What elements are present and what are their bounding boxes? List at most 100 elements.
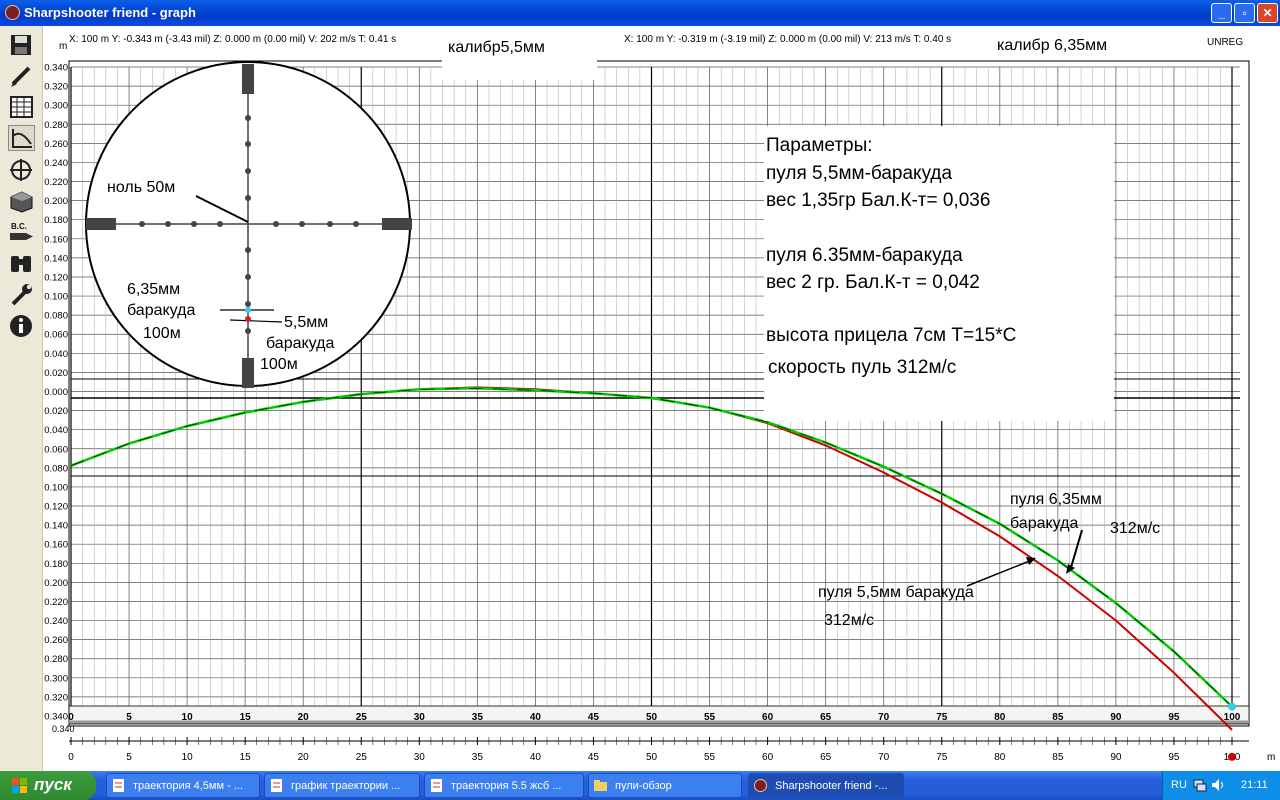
param-line: вес 1,35гр Бал.К-т= 0,036 — [766, 190, 991, 211]
binoculars-icon[interactable] — [8, 250, 35, 276]
x-axis-unit: m — [1267, 752, 1276, 763]
reticle-dot — [245, 168, 251, 174]
impact-point-55 — [245, 316, 251, 322]
unreg-label: UNREG — [1207, 37, 1244, 48]
taskbar-item-active[interactable]: Sharpshooter friend -... — [748, 773, 904, 798]
annotation-arrow-635 — [1069, 529, 1083, 572]
y-tick-label: 0.280 — [44, 654, 68, 665]
series-end-marker-635 — [1228, 702, 1236, 711]
y-tick-label: 0.080 — [44, 463, 68, 474]
y-axis-unit: m — [59, 41, 68, 52]
param-line: пуля 5,5мм-баракуда — [766, 163, 953, 184]
pencil-icon[interactable] — [8, 63, 35, 89]
reticle-55-line1: 5,5мм — [284, 314, 329, 331]
graph-area[interactable]: 0.340 0.320 0.300 0.280 0.260 0.240 0.220 0.200… — [42, 26, 1280, 771]
x-tick-label: 25 — [356, 712, 368, 723]
y-tick-label: 0.180 — [44, 215, 68, 226]
bc-icon[interactable]: B.C. — [8, 219, 35, 245]
x-tick-label: 80 — [994, 752, 1006, 763]
taskbar-item[interactable]: траектория 4,5мм - ... — [106, 773, 260, 798]
annotation-55-line2: 312м/с — [824, 612, 875, 629]
taskbar-item-label: Sharpshooter friend -... — [775, 780, 888, 792]
save-icon[interactable] — [8, 33, 35, 59]
taskbar-item[interactable]: пули-обзор — [588, 773, 742, 798]
series-end-marker-55 — [1228, 752, 1236, 761]
x-tick-label: 15 — [240, 752, 252, 763]
start-label: пуск — [34, 775, 72, 794]
reticle-post-left — [86, 218, 116, 230]
x-tick-label: 85 — [1052, 752, 1064, 763]
y-tick-label: 0.320 — [44, 692, 68, 703]
reticle — [85, 61, 412, 388]
left-toolbar: B.C. — [0, 26, 43, 771]
reticle-dot — [353, 221, 359, 227]
svg-text:B.C.: B.C. — [11, 222, 27, 231]
reticle-635-line2: баракуда — [127, 302, 196, 319]
x-tick-label: 50 — [646, 712, 658, 723]
y-tick-label: 0.020 — [44, 368, 68, 379]
minimize-button[interactable]: _ — [1211, 3, 1232, 23]
x-tick-label: 45 — [588, 752, 600, 763]
annotation-635-line1: пуля 6,35мм — [1010, 491, 1102, 508]
y-tick-label: 0.040 — [44, 425, 68, 436]
crosshair-icon[interactable] — [8, 157, 35, 183]
y-tick-label: 0.140 — [44, 521, 68, 532]
graph-icon[interactable] — [8, 125, 35, 151]
x-tick-label: 25 — [356, 752, 368, 763]
bullet-box-icon[interactable] — [8, 188, 35, 214]
wrench-icon[interactable] — [8, 282, 35, 308]
y-tick-label: 0.000 — [44, 387, 68, 398]
taskbar-item[interactable]: траектория 5.5 жсб ... — [424, 773, 584, 798]
title-bar: Sharpshooter friend - graph _ ▫ ✕ — [0, 0, 1280, 26]
folder-icon — [594, 780, 607, 791]
x-tick-label: 55 — [704, 752, 716, 763]
x-tick-label: 60 — [762, 752, 774, 763]
annotation-635-line3: 312м/с — [1110, 520, 1161, 537]
reticle-post-top — [242, 64, 254, 94]
series-line-dash — [70, 387, 1233, 707]
param-line: скорость пуль 312м/с — [768, 357, 957, 378]
x-tick-label: 95 — [1168, 712, 1180, 723]
x-tick-label: 20 — [298, 712, 310, 723]
y-tick-label: 0.340 — [44, 63, 68, 74]
taskbar-item[interactable]: график траектории ... — [264, 773, 420, 798]
x-tick-label: 90 — [1110, 752, 1122, 763]
x-tick-label: 30 — [414, 752, 426, 763]
reticle-635-line3: 100м — [143, 325, 181, 342]
annotation-arrow-55 — [966, 559, 1033, 587]
readout-left: X: 100 m Y: -0.343 m (-3.43 mil) Z: 0.00… — [69, 34, 397, 45]
x-axis-strip — [68, 705, 1250, 725]
arrowhead — [1066, 564, 1075, 574]
windows-flag-icon — [12, 778, 27, 793]
x-tick-label: 0 — [68, 752, 74, 763]
reticle-dot — [273, 221, 279, 227]
y-tick-label: 0.220 — [44, 597, 68, 608]
table-icon[interactable] — [8, 94, 35, 120]
reticle-dot — [217, 221, 223, 227]
taskbar: пуск траектория 4,5мм - ... график траек… — [0, 771, 1280, 800]
y-tick-label: 0.220 — [44, 177, 68, 188]
maximize-button[interactable]: ▫ — [1234, 3, 1255, 23]
volume-icon[interactable] — [1211, 778, 1225, 792]
document-icon — [113, 779, 124, 792]
x-tick-label: 75 — [936, 712, 948, 723]
x-tick-label: 90 — [1110, 712, 1122, 723]
reticle-dot — [191, 221, 197, 227]
caliber-right-label: калибр 6,35мм — [997, 37, 1108, 54]
network-icon[interactable] — [1193, 778, 1207, 792]
x-tick-label: 75 — [936, 752, 948, 763]
language-indicator[interactable]: RU — [1171, 779, 1187, 791]
x-tick-label: 100 — [1224, 712, 1241, 723]
x-tick-label: 70 — [878, 752, 890, 763]
document-icon — [271, 779, 282, 792]
reticle-dot — [245, 301, 251, 307]
reticle-dot — [245, 141, 251, 147]
info-icon[interactable] — [8, 313, 35, 339]
y-tick-label: 0.180 — [44, 559, 68, 570]
x-tick-label: 15 — [240, 712, 252, 723]
close-button[interactable]: ✕ — [1257, 3, 1278, 23]
start-button[interactable]: пуск — [0, 771, 96, 800]
caliber-left-label: калибр5,5мм — [448, 39, 545, 56]
x-tick-label: 50 — [646, 752, 658, 763]
x-tick-label: 0 — [68, 712, 74, 723]
